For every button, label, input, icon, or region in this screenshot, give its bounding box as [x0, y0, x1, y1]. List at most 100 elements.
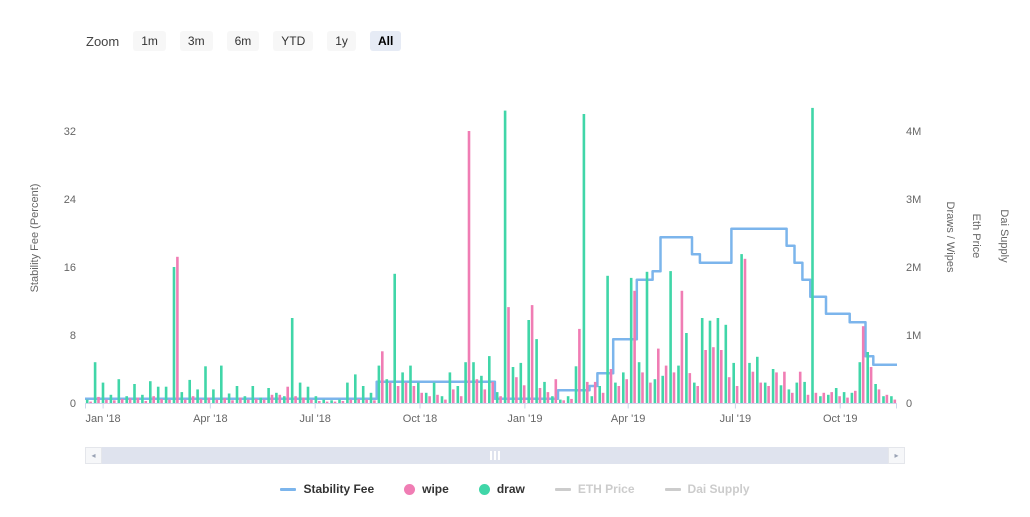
bar-draw[interactable]	[472, 362, 475, 403]
bar-draw[interactable]	[763, 382, 767, 403]
bar-wipe[interactable]	[223, 398, 226, 403]
bar-draw[interactable]	[290, 318, 294, 403]
zoom-button-1y[interactable]: 1y	[327, 31, 356, 51]
bar-draw[interactable]	[227, 393, 231, 404]
bar-draw[interactable]	[243, 396, 247, 403]
bar-wipe[interactable]	[727, 377, 731, 403]
bar-wipe[interactable]	[349, 399, 353, 403]
bar-wipe[interactable]	[89, 401, 92, 403]
bar-draw[interactable]	[495, 392, 499, 403]
bar-wipe[interactable]	[215, 399, 219, 403]
bar-wipe[interactable]	[381, 351, 384, 403]
bar-draw[interactable]	[677, 365, 680, 403]
legend-item-draw[interactable]: draw	[478, 482, 525, 496]
bar-wipe[interactable]	[388, 382, 392, 403]
bar-draw[interactable]	[188, 379, 191, 403]
bar-draw[interactable]	[858, 362, 862, 403]
bar-draw[interactable]	[385, 379, 389, 403]
chart-plot-area[interactable]: Jan '18 Apr '18 Jul '18 Oct '18 Jan '19 Apr '…	[0, 0, 1030, 445]
bar-draw[interactable]	[795, 382, 799, 403]
bar-draw[interactable]	[661, 375, 664, 403]
bar-draw[interactable]	[259, 397, 262, 403]
bar-wipe[interactable]	[144, 401, 148, 403]
bar-wipe[interactable]	[318, 401, 321, 403]
bar-draw[interactable]	[440, 396, 444, 403]
bar-draw[interactable]	[503, 110, 507, 403]
scrollbar-thumb[interactable]	[102, 447, 888, 464]
bar-draw[interactable]	[464, 362, 467, 403]
bar-draw[interactable]	[551, 396, 554, 403]
bar-draw[interactable]	[756, 356, 759, 403]
bar-wipe[interactable]	[767, 386, 770, 403]
bar-wipe[interactable]	[373, 400, 376, 403]
bar-draw[interactable]	[614, 382, 617, 403]
x-scrollbar[interactable]: ◂ ▸	[85, 447, 905, 464]
bar-draw[interactable]	[803, 381, 806, 403]
bar-draw[interactable]	[133, 384, 136, 403]
bar-draw[interactable]	[220, 365, 223, 403]
bar-wipe[interactable]	[893, 399, 897, 403]
bar-draw[interactable]	[204, 366, 207, 403]
bar-wipe[interactable]	[412, 386, 416, 403]
bar-wipe[interactable]	[491, 381, 494, 403]
bar-draw[interactable]	[235, 386, 239, 403]
bar-wipe[interactable]	[798, 371, 802, 403]
bar-draw[interactable]	[85, 399, 89, 403]
bar-draw[interactable]	[716, 318, 720, 403]
bar-draw[interactable]	[417, 382, 420, 403]
bar-wipe[interactable]	[310, 399, 313, 403]
bar-wipe[interactable]	[814, 392, 818, 403]
bar-draw[interactable]	[685, 333, 688, 403]
bar-wipe[interactable]	[720, 350, 723, 403]
bar-draw[interactable]	[700, 318, 704, 403]
bar-wipe[interactable]	[854, 390, 857, 403]
bar-draw[interactable]	[527, 320, 530, 403]
bar-draw[interactable]	[819, 396, 822, 403]
bar-draw[interactable]	[432, 382, 436, 403]
bar-wipe[interactable]	[625, 379, 628, 403]
zoom-button-ytd[interactable]: YTD	[273, 31, 314, 51]
bar-wipe[interactable]	[105, 399, 108, 403]
bar-draw[interactable]	[622, 372, 625, 403]
bar-draw[interactable]	[101, 382, 105, 403]
bar-wipe[interactable]	[791, 392, 794, 403]
legend-item-stability-fee[interactable]: Stability Fee	[280, 482, 374, 496]
bar-draw[interactable]	[409, 365, 412, 403]
bar-draw[interactable]	[354, 374, 357, 403]
bar-wipe[interactable]	[515, 377, 518, 403]
bar-wipe[interactable]	[538, 388, 542, 403]
bar-draw[interactable]	[267, 388, 270, 403]
bar-wipe[interactable]	[759, 382, 762, 403]
bar-draw[interactable]	[125, 396, 128, 403]
bar-wipe[interactable]	[869, 367, 873, 403]
bar-draw[interactable]	[724, 324, 728, 403]
bar-draw[interactable]	[156, 386, 160, 403]
bar-draw[interactable]	[590, 396, 594, 403]
bar-draw[interactable]	[393, 273, 396, 403]
bar-draw[interactable]	[251, 386, 255, 403]
bar-draw[interactable]	[322, 399, 325, 403]
bar-wipe[interactable]	[593, 381, 597, 403]
bar-wipe[interactable]	[467, 131, 471, 403]
bar-wipe[interactable]	[586, 381, 589, 403]
bar-draw[interactable]	[330, 400, 333, 403]
bar-draw[interactable]	[559, 399, 562, 403]
bar-wipe[interactable]	[751, 371, 755, 403]
bar-draw[interactable]	[338, 399, 341, 403]
bar-draw[interactable]	[748, 362, 751, 403]
bar-wipe[interactable]	[601, 392, 605, 403]
bar-draw[interactable]	[566, 396, 570, 403]
bar-wipe[interactable]	[680, 290, 684, 403]
legend-item-eth-price[interactable]: ETH Price	[554, 482, 635, 496]
bar-draw[interactable]	[346, 382, 349, 403]
bar-wipe[interactable]	[649, 382, 652, 403]
bar-draw[interactable]	[424, 392, 428, 403]
bar-wipe[interactable]	[325, 401, 329, 403]
bar-wipe[interactable]	[712, 347, 715, 403]
bar-wipe[interactable]	[483, 389, 487, 403]
bar-wipe[interactable]	[270, 394, 274, 403]
bar-wipe[interactable]	[278, 394, 282, 403]
bar-draw[interactable]	[866, 352, 869, 403]
bar-draw[interactable]	[401, 372, 404, 403]
bar-wipe[interactable]	[183, 399, 187, 403]
